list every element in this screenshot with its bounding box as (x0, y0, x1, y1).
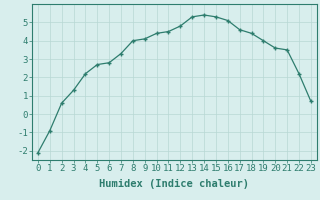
X-axis label: Humidex (Indice chaleur): Humidex (Indice chaleur) (100, 179, 249, 189)
